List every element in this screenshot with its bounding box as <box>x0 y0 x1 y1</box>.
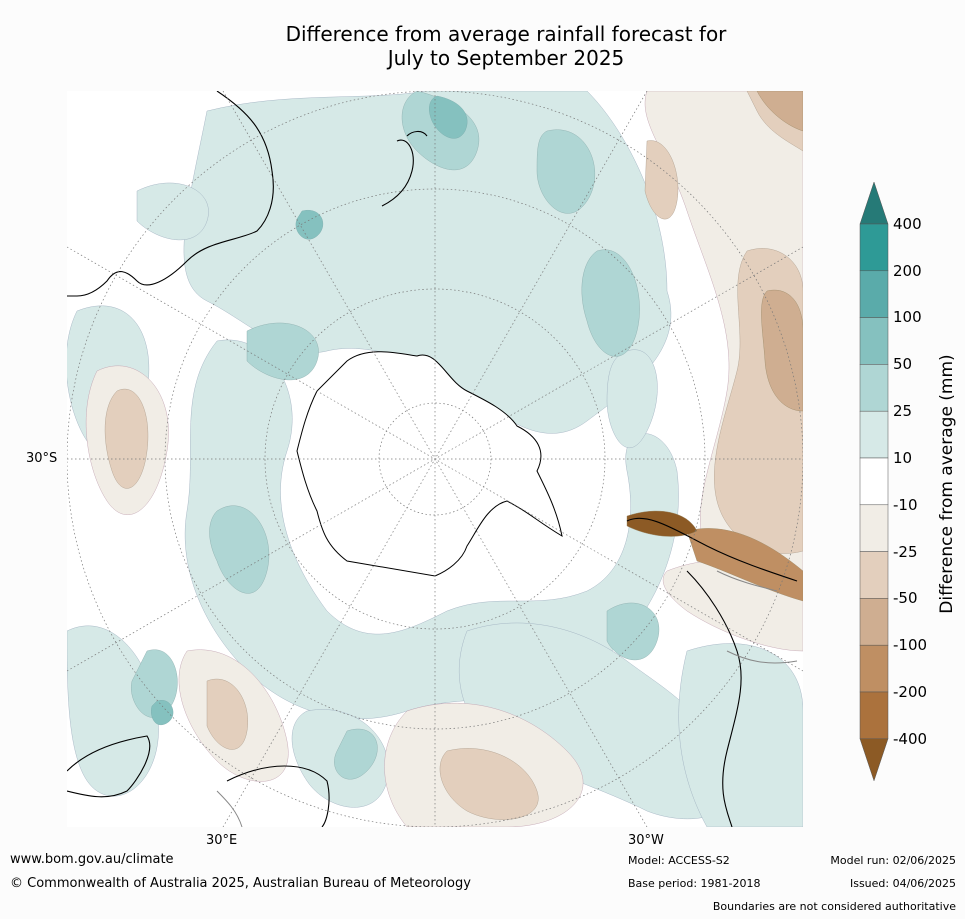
colorbar-tick: -100 <box>893 636 928 654</box>
colorbar-band <box>859 598 889 646</box>
colorbar-band <box>859 410 889 459</box>
colorbar-tick: 200 <box>893 262 922 280</box>
africa-outline <box>67 735 330 827</box>
colorbar-tick: -200 <box>893 683 928 701</box>
south-america-outline <box>626 517 798 827</box>
copyright-text: © Commonwealth of Australia 2025, Austra… <box>10 876 471 891</box>
colorbar-band <box>859 691 889 740</box>
country-borders <box>216 570 798 827</box>
colorbar-band <box>859 504 889 552</box>
colorbar-band <box>859 644 889 693</box>
graticule <box>67 91 803 827</box>
issued-text: Issued: 04/06/2025 <box>849 877 956 890</box>
colorbar-band <box>859 364 889 412</box>
title-line-2: July to September 2025 <box>387 46 625 70</box>
colorbar-band <box>859 270 889 318</box>
polar-map <box>67 91 803 827</box>
colorbar-tick: -50 <box>893 589 918 607</box>
title-line-1: Difference from average rainfall forecas… <box>285 22 727 46</box>
colorbar-band <box>859 317 889 365</box>
latitude-label-30s: 30°S <box>26 451 58 466</box>
new-zealand-outline <box>381 130 428 207</box>
colorbar <box>859 181 889 782</box>
colorbar-tick: 25 <box>893 402 913 420</box>
australia-outline <box>67 91 274 297</box>
dry-anomaly-50-200 <box>626 91 803 602</box>
colorbar-extend-max <box>859 181 889 225</box>
colorbar-band <box>859 457 889 506</box>
longitude-label-30e: 30°E <box>206 833 238 848</box>
colorbar-tick: 10 <box>893 449 913 467</box>
colorbar-tick: -10 <box>893 496 918 514</box>
colorbar-tick: 50 <box>893 355 913 373</box>
colorbar-tick: -25 <box>893 543 918 561</box>
colorbar-band <box>859 223 889 272</box>
colorbar-tick: 100 <box>893 308 922 326</box>
colorbar-band <box>859 551 889 599</box>
model-run-text: Model run: 02/06/2025 <box>830 854 956 867</box>
disclaimer-text: Boundaries are not considered authoritat… <box>712 900 956 913</box>
coastlines <box>67 91 798 827</box>
colorbar-extend-min <box>859 738 889 782</box>
colorbar-tick: 400 <box>893 215 922 233</box>
base-period-text: Base period: 1981-2018 <box>628 877 761 890</box>
longitude-label-30w: 30°W <box>628 833 664 848</box>
colorbar-tick: -400 <box>893 730 928 748</box>
colorbar-label: Difference from average (mm) <box>937 354 957 614</box>
wet-anomaly-50-100 <box>151 95 468 725</box>
model-text: Model: ACCESS-S2 <box>628 854 730 867</box>
website-link[interactable]: www.bom.gov.au/climate <box>10 852 174 867</box>
antarctica-outline <box>296 351 563 577</box>
chart-title: Difference from average rainfall forecas… <box>190 22 822 70</box>
